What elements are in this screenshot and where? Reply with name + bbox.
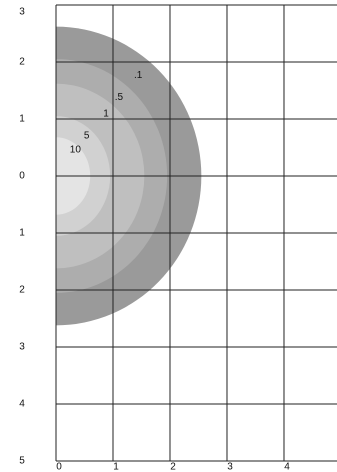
- contour-label: .1: [134, 70, 143, 81]
- grid: [55, 4, 337, 462]
- y-tick-label: 0: [19, 171, 25, 182]
- contour-label: 1: [103, 108, 109, 119]
- y-tick-label: 3: [19, 7, 25, 18]
- contour-label: .5: [115, 92, 124, 103]
- y-tick-label: 5: [19, 456, 25, 467]
- x-tick-label: 4: [284, 462, 290, 472]
- x-tick-label: 1: [113, 462, 119, 472]
- y-tick-label: 3: [19, 342, 25, 353]
- x-tick-label: 3: [227, 462, 233, 472]
- x-tick-label: 0: [56, 462, 62, 472]
- y-tick-label: 2: [19, 57, 25, 68]
- y-tick-label: 2: [19, 285, 25, 296]
- y-tick-label: 4: [19, 399, 25, 410]
- contour-label: 10: [70, 145, 82, 156]
- contour-label: 5: [84, 130, 90, 141]
- x-tick-label: 2: [170, 462, 176, 472]
- y-tick-label: 1: [19, 228, 25, 239]
- y-tick-label: 1: [19, 114, 25, 125]
